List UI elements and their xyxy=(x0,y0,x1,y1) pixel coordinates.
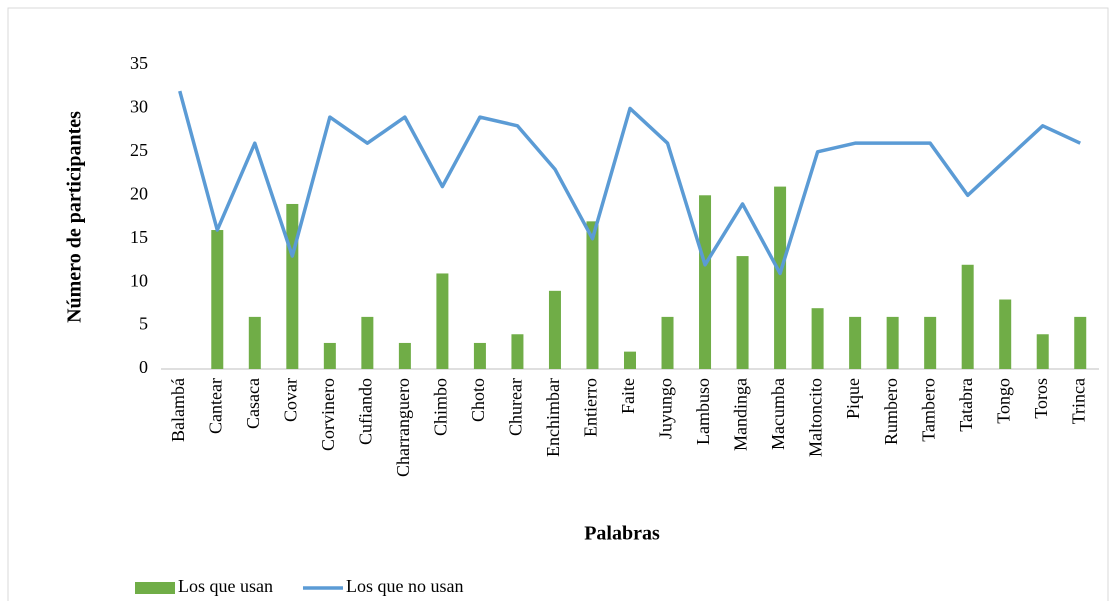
x-tick-label: Toros xyxy=(1031,378,1051,419)
x-tick-label: Tongo xyxy=(993,378,1013,424)
bar xyxy=(811,308,824,369)
x-tick-label: Chimbo xyxy=(431,378,451,436)
x-tick-label: Juyungo xyxy=(656,378,676,439)
bar xyxy=(699,195,712,369)
bar xyxy=(211,230,224,369)
y-tick-label: 30 xyxy=(130,97,148,117)
bar xyxy=(473,342,486,369)
x-tick-label: Entierro xyxy=(581,378,601,437)
bar xyxy=(999,299,1012,369)
bar xyxy=(511,334,524,369)
y-tick-label: 0 xyxy=(139,357,148,377)
bar xyxy=(961,264,974,369)
bar xyxy=(661,316,674,369)
x-tick-label: Balambá xyxy=(168,378,188,442)
bar xyxy=(548,290,561,369)
y-tick-label: 35 xyxy=(130,53,148,73)
x-tick-label: Enchimbar xyxy=(543,378,563,457)
y-axis-title: Número de participantes xyxy=(64,111,86,323)
legend-swatch xyxy=(135,582,175,594)
y-tick-label: 10 xyxy=(130,270,148,290)
x-tick-label: Cufiando xyxy=(355,378,375,445)
x-tick-label: Cantear xyxy=(205,378,225,434)
bar xyxy=(286,203,299,369)
legend-label: Los que no usan xyxy=(346,576,463,596)
bar xyxy=(736,256,749,369)
bar xyxy=(361,316,374,369)
x-tick-label: Charranguero xyxy=(393,378,413,477)
x-tick-label: Covar xyxy=(280,378,300,422)
x-tick-label: Choto xyxy=(468,378,488,422)
bar xyxy=(774,186,787,369)
bar xyxy=(586,221,599,369)
x-tick-label: Churear xyxy=(506,378,526,436)
y-tick-label: 20 xyxy=(130,183,148,203)
x-tick-label: Corvinero xyxy=(318,378,338,451)
x-tick-label: Macumba xyxy=(768,378,788,450)
x-tick-label: Tatabra xyxy=(956,378,976,432)
x-tick-label: Tambero xyxy=(918,378,938,442)
bar xyxy=(398,342,411,369)
x-tick-label: Casaca xyxy=(243,378,263,429)
bar xyxy=(1074,316,1087,369)
legend-label: Los que usan xyxy=(178,576,273,596)
y-tick-label: 25 xyxy=(130,140,148,160)
x-axis-title: Palabras xyxy=(584,523,660,545)
bar xyxy=(1036,334,1049,369)
x-tick-label: Faite xyxy=(618,378,638,414)
y-tick-label: 5 xyxy=(139,314,148,334)
bar xyxy=(323,342,336,369)
x-tick-label: Lambuso xyxy=(693,378,713,445)
x-tick-label: Maltoncito xyxy=(806,378,826,457)
bar xyxy=(624,351,636,369)
bar xyxy=(248,316,261,369)
bar xyxy=(436,273,449,369)
bar xyxy=(924,316,937,369)
line xyxy=(178,90,1081,276)
y-tick-label: 15 xyxy=(130,227,148,247)
x-tick-label: Pique xyxy=(843,378,863,419)
x-tick-label: Rumbero xyxy=(881,378,901,445)
bar xyxy=(886,316,899,369)
x-tick-label: Mandinga xyxy=(731,378,751,451)
x-tick-label: Trinca xyxy=(1068,378,1088,424)
bar xyxy=(849,316,862,369)
